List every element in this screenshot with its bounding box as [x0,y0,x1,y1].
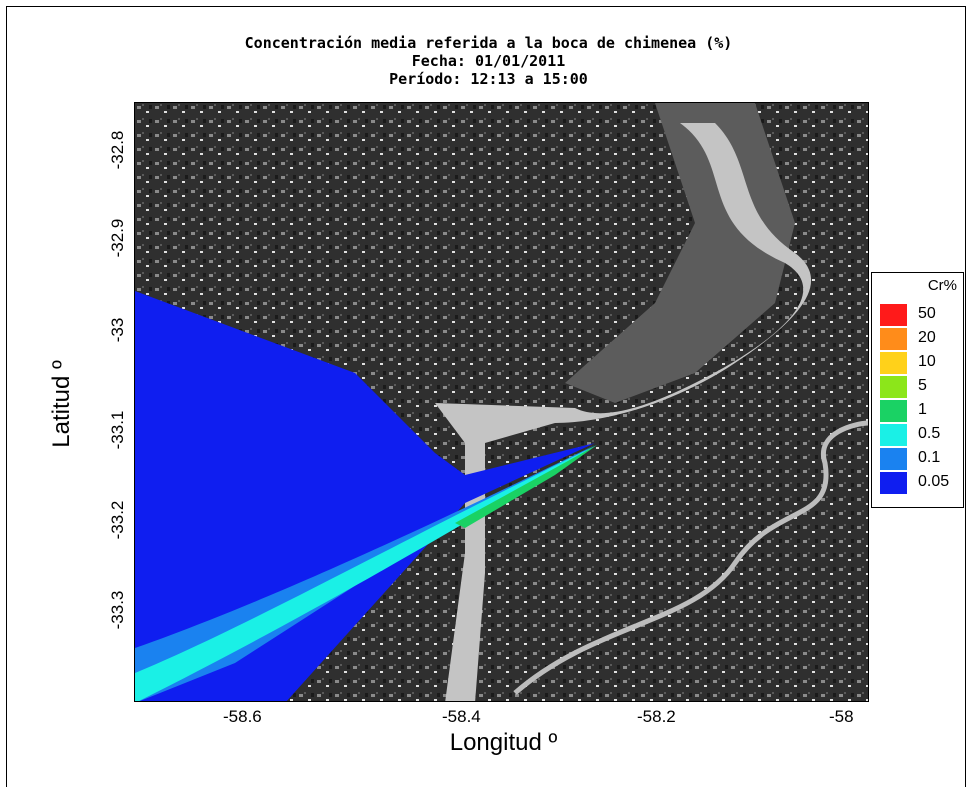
legend-item: 5 [880,376,964,398]
x-axis-label: Longitud º [449,729,558,756]
legend-item: 10 [880,352,964,374]
legend-item: 50 [880,304,964,326]
legend-swatch [880,376,907,398]
plume-1 [455,445,597,528]
legend-label: 0.5 [918,425,941,442]
plume-005 [135,291,595,701]
legend-item: 0.5 [880,424,964,446]
legend-label: 50 [918,305,936,322]
legend-label: 5 [918,377,927,394]
xtick-label: -58.2 [637,707,676,726]
tributary-river [513,420,868,695]
legend-item: 0.05 [880,472,964,494]
figure-frame [6,6,966,787]
ytick-label: -33.3 [108,590,127,630]
color-legend: Cr% 50 20 10 5 1 0.5 0.1 0.05 [871,272,964,508]
legend-label: 20 [918,329,936,346]
legend-swatch [880,472,907,494]
legend-swatch [880,424,907,446]
legend-item: 0.1 [880,448,964,470]
map-date: Fecha: 01/01/2011 [411,52,566,70]
legend-swatch [880,400,907,422]
ytick-label: -33.2 [108,500,127,540]
map-title: Concentración media referida a la boca d… [244,34,733,52]
legend-label: 0.1 [918,449,941,466]
y-axis-label: Latitud º [48,360,75,448]
ytick-label: -33 [108,317,127,343]
map-period: Período: 12:13 a 15:00 [389,70,588,88]
ytick-label: -32.8 [108,130,127,170]
legend-label: 0.05 [918,473,950,490]
legend-item: 20 [880,328,964,350]
legend-label: 10 [918,353,936,370]
xtick-label: -58 [829,707,854,726]
xtick-label: -58.4 [442,707,481,726]
legend-label: 1 [918,401,927,418]
legend-item: 1 [880,400,964,422]
xtick-label: -58.6 [223,707,262,726]
ytick-label: -32.9 [108,218,127,258]
legend-swatch [880,328,907,350]
legend-swatch [880,448,907,470]
parana-river [435,123,812,701]
legend-swatch [880,304,907,326]
ytick-label: -33.1 [108,410,127,450]
satellite-map [134,102,869,702]
legend-title: Cr% [927,277,957,294]
legend-swatch [880,352,907,374]
